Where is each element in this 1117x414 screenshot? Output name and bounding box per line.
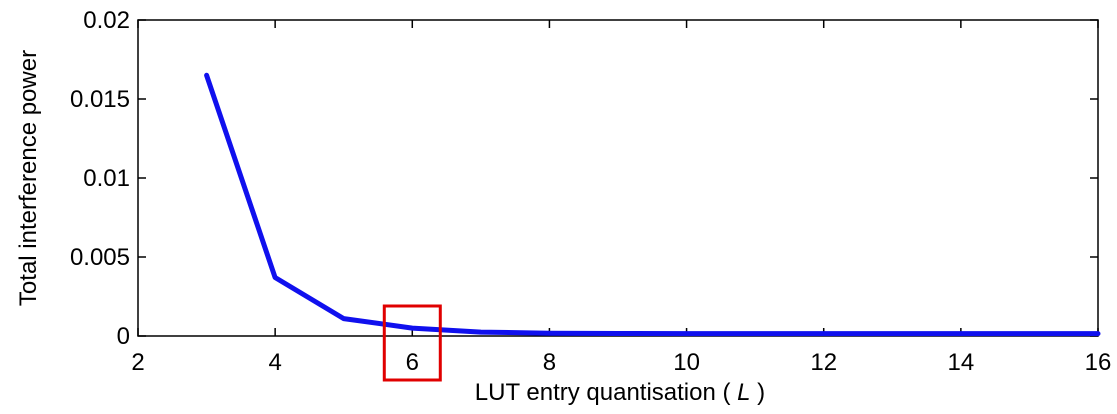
y-tick-label: 0.015 <box>70 86 130 113</box>
y-tick-label: 0 <box>117 323 130 350</box>
y-tick-label: 0.01 <box>83 165 130 192</box>
series-line <box>204 72 1101 337</box>
y-tick-label: 0.02 <box>83 7 130 34</box>
x-tick-label: 12 <box>810 349 837 376</box>
highlight-box <box>382 304 442 382</box>
highlight-group <box>382 304 442 382</box>
plot-area <box>137 19 1099 337</box>
x-tick-label: 10 <box>673 349 700 376</box>
x-tick-label: 14 <box>948 349 975 376</box>
y-axis-ticks: 0 0.005 0.01 0.015 0.02 <box>70 7 1098 350</box>
x-axis-ticks: 2 4 6 8 10 12 14 16 <box>131 20 1111 376</box>
x-axis-label-variable: L <box>737 379 750 406</box>
y-axis-label: Total interference power <box>15 50 42 306</box>
x-tick-label: 4 <box>268 349 281 376</box>
y-tick-label: 0.005 <box>70 244 130 271</box>
x-tick-label: 2 <box>131 349 144 376</box>
x-axis-label: LUT entry quantisation ( L ) <box>475 379 765 406</box>
x-tick-label: 8 <box>543 349 556 376</box>
x-axis-label-prefix: LUT entry quantisation ( <box>475 379 737 406</box>
x-tick-label: 16 <box>1085 349 1112 376</box>
series-group <box>204 72 1101 337</box>
x-tick-label: 6 <box>406 349 419 376</box>
x-axis-label-suffix: ) <box>751 379 766 406</box>
